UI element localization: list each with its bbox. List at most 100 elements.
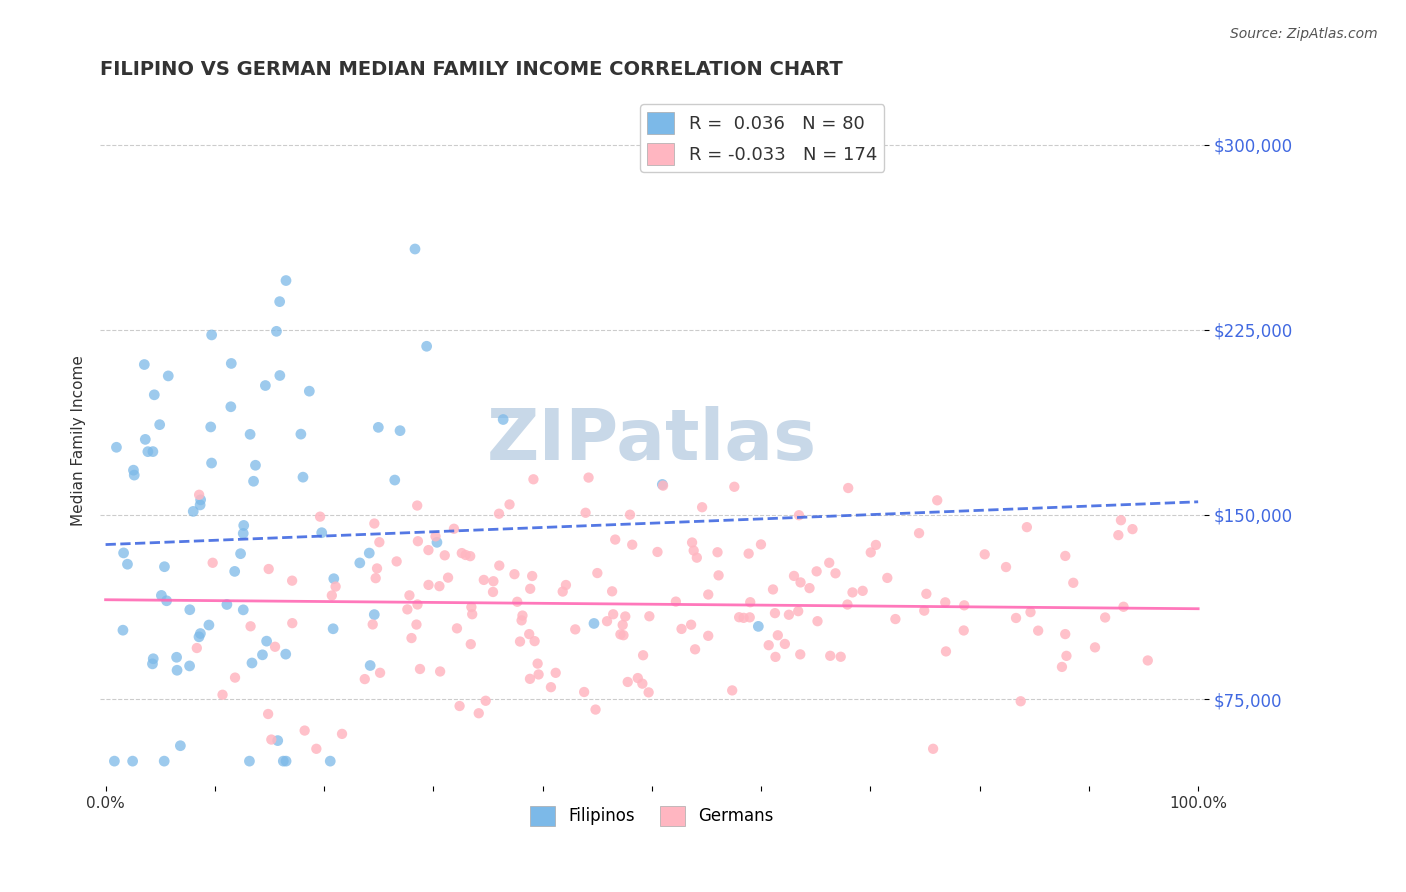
- Point: [450, 546, 472, 560]
- Point: [1054, 549, 1077, 563]
- Text: FILIPINO VS GERMAN MEDIAN FAMILY INCOME CORRELATION CHART: FILIPINO VS GERMAN MEDIAN FAMILY INCOME …: [100, 60, 842, 78]
- Point: [256, 634, 278, 648]
- Point: [229, 547, 252, 561]
- Point: [188, 498, 211, 512]
- Point: [437, 571, 460, 585]
- Point: [166, 663, 188, 677]
- Point: [787, 604, 810, 618]
- Point: [841, 585, 863, 599]
- Point: [585, 702, 607, 716]
- Point: [232, 518, 254, 533]
- Point: [681, 617, 703, 632]
- Point: [884, 612, 907, 626]
- Point: [291, 470, 314, 484]
- Point: [232, 603, 254, 617]
- Point: [766, 628, 789, 642]
- Point: [361, 617, 384, 632]
- Point: [526, 657, 548, 671]
- Point: [818, 648, 841, 663]
- Point: [1084, 640, 1107, 655]
- Point: [273, 754, 295, 768]
- Point: [105, 440, 128, 454]
- Point: [294, 723, 316, 738]
- Point: [859, 545, 882, 559]
- Point: [789, 648, 811, 662]
- Point: [738, 610, 761, 624]
- Point: [359, 546, 381, 560]
- Point: [582, 616, 605, 631]
- Point: [1107, 528, 1129, 542]
- Point: [242, 475, 264, 489]
- Point: [596, 614, 619, 628]
- Point: [927, 493, 949, 508]
- Legend: Filipinos, Germans: Filipinos, Germans: [523, 799, 780, 832]
- Point: [240, 656, 263, 670]
- Point: [915, 587, 938, 601]
- Point: [290, 427, 312, 442]
- Point: [143, 388, 166, 402]
- Point: [363, 516, 385, 531]
- Point: [349, 556, 371, 570]
- Point: [1112, 599, 1135, 614]
- Point: [186, 640, 208, 655]
- Point: [311, 525, 333, 540]
- Point: [190, 626, 212, 640]
- Point: [134, 358, 156, 372]
- Point: [142, 652, 165, 666]
- Point: [935, 644, 957, 658]
- Point: [551, 584, 574, 599]
- Point: [415, 339, 437, 353]
- Point: [112, 546, 135, 560]
- Point: [239, 619, 262, 633]
- Point: [544, 665, 567, 680]
- Point: [706, 545, 728, 559]
- Point: [697, 588, 720, 602]
- Point: [181, 504, 204, 518]
- Point: [818, 556, 841, 570]
- Point: [602, 607, 624, 622]
- Point: [454, 548, 477, 562]
- Point: [150, 589, 173, 603]
- Point: [305, 741, 328, 756]
- Point: [221, 356, 243, 370]
- Point: [517, 627, 540, 641]
- Point: [652, 478, 675, 492]
- Point: [637, 685, 659, 699]
- Point: [122, 468, 145, 483]
- Point: [385, 554, 408, 568]
- Point: [200, 456, 222, 470]
- Point: [257, 562, 280, 576]
- Point: [564, 623, 586, 637]
- Point: [201, 327, 224, 342]
- Point: [631, 648, 654, 663]
- Point: [245, 458, 267, 473]
- Point: [681, 535, 703, 549]
- Point: [117, 558, 139, 572]
- Point: [406, 499, 429, 513]
- Point: [274, 274, 297, 288]
- Point: [707, 568, 730, 582]
- Point: [973, 547, 995, 561]
- Point: [600, 584, 623, 599]
- Point: [519, 582, 541, 596]
- Point: [169, 739, 191, 753]
- Point: [322, 622, 344, 636]
- Point: [406, 534, 429, 549]
- Point: [690, 500, 713, 515]
- Point: [252, 648, 274, 662]
- Point: [510, 613, 533, 627]
- Point: [367, 420, 389, 434]
- Point: [830, 649, 852, 664]
- Point: [837, 481, 859, 495]
- Point: [783, 569, 806, 583]
- Point: [763, 606, 786, 620]
- Point: [609, 627, 631, 641]
- Point: [612, 628, 634, 642]
- Point: [1109, 513, 1132, 527]
- Point: [141, 657, 163, 671]
- Point: [952, 624, 974, 638]
- Point: [321, 589, 343, 603]
- Point: [309, 509, 332, 524]
- Point: [1054, 627, 1077, 641]
- Point: [353, 672, 375, 686]
